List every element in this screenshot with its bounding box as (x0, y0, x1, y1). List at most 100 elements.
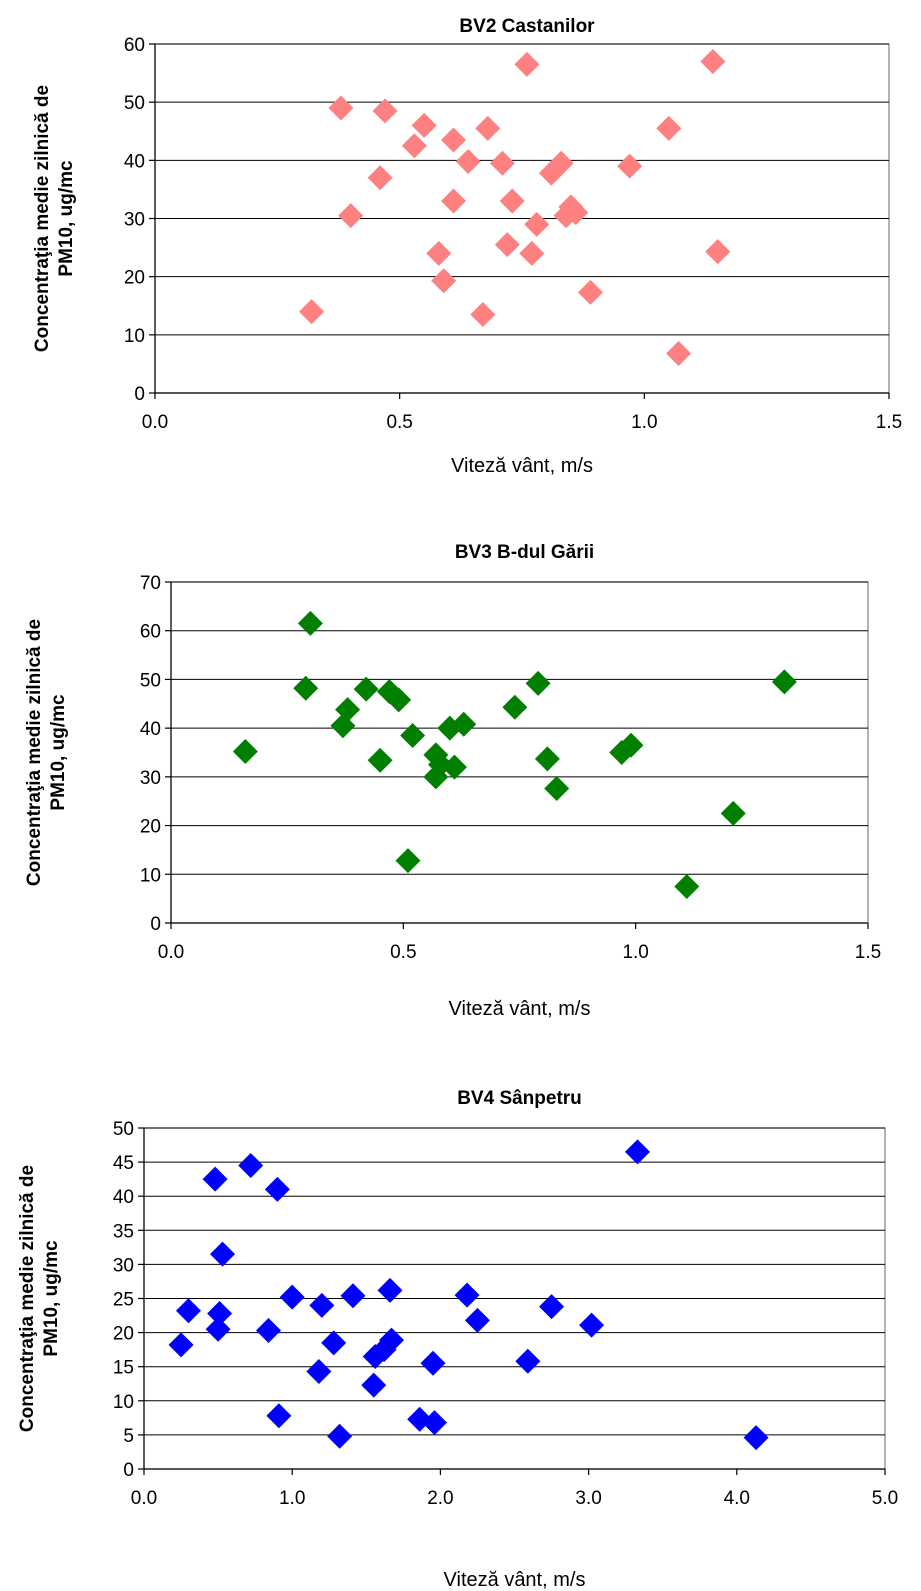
data-point (372, 98, 398, 124)
data-point (470, 301, 496, 327)
data-point (455, 148, 481, 174)
data-point (327, 1423, 353, 1449)
y-tick-label: 20 (140, 817, 161, 838)
y-tick-label: 70 (140, 573, 161, 594)
chart-2: 0 10 20 30 40 50 60 70 0.0 0.5 1.0 1.5 BV3 B-dul Găr… (24, 542, 881, 1020)
data-point (238, 1153, 264, 1179)
chart-title: BV2 Castanilor (459, 16, 595, 37)
plot-area (170, 581, 869, 924)
y-tick-label: 10 (140, 865, 161, 886)
data-point (548, 150, 574, 176)
y-axis-label-line1: Concentraţia medie zilnică de (17, 1165, 38, 1432)
x-axis-label: Viteză vânt, m/s (451, 455, 593, 477)
data-point (205, 1316, 231, 1342)
data-point (210, 1241, 236, 1267)
data-point (563, 200, 589, 226)
data-point (440, 188, 466, 214)
data-point (340, 1283, 366, 1309)
data-point (232, 739, 258, 765)
data-point (426, 240, 452, 266)
data-point (666, 340, 692, 366)
data-point (361, 1372, 387, 1398)
data-point (175, 1298, 201, 1324)
y-tick-label: 45 (113, 1153, 134, 1174)
data-point (579, 1312, 605, 1338)
data-point (421, 1410, 447, 1436)
data-point (464, 1307, 490, 1333)
data-point (534, 746, 560, 772)
data-point (411, 112, 437, 138)
y-tick-label: 40 (140, 719, 161, 740)
data-point (299, 299, 325, 325)
x-tick-label: 1.5 (876, 412, 902, 433)
data-point (328, 95, 354, 121)
data-point (401, 133, 427, 159)
chart-title: BV3 B-dul Gării (455, 542, 594, 563)
data-point (515, 1348, 541, 1374)
data-point (502, 694, 528, 720)
data-point (617, 153, 643, 179)
data-point (544, 776, 570, 802)
x-tick-label: 3.0 (575, 1488, 601, 1509)
x-tick-label: 1.0 (622, 942, 648, 963)
data-point (519, 240, 545, 266)
data-point (440, 127, 466, 153)
y-axis-label: Concentraţia medie zilnică de PM10, ug/mc (32, 85, 77, 352)
data-point (297, 610, 323, 636)
x-axis-label: Viteză vânt, m/s (444, 1569, 586, 1591)
chart-3: 0 5 10 15 20 25 30 35 40 45 50 0.0 1.0 2.0 3.0 4.0 5.0 BV… (17, 1088, 898, 1591)
y-tick-label: 35 (113, 1221, 134, 1242)
data-point (338, 203, 364, 229)
data-point (395, 848, 421, 874)
x-tick-label: 0.0 (142, 412, 168, 433)
data-point (656, 115, 682, 141)
x-tick-label: 0.5 (386, 412, 412, 433)
y-tick-label: 10 (113, 1392, 134, 1413)
x-axis-label: Viteză vânt, m/s (449, 998, 591, 1020)
data-point (539, 1294, 565, 1320)
chart-title: BV4 Sânpetru (457, 1088, 582, 1109)
data-point (625, 1139, 651, 1165)
y-tick-label: 30 (140, 768, 161, 789)
y-axis-label-line2: PM10, ug/mc (41, 1240, 62, 1357)
data-point (321, 1330, 347, 1356)
y-axis-label-line1: Concentraţia medie zilnică de (32, 85, 53, 352)
y-tick-label: 50 (124, 93, 145, 114)
data-point (266, 1403, 292, 1429)
data-point (441, 754, 467, 780)
y-tick-label: 20 (113, 1324, 134, 1345)
y-tick-label: 0 (150, 914, 161, 935)
y-tick-label: 50 (113, 1119, 134, 1140)
y-tick-label: 0 (134, 384, 145, 405)
y-tick-label: 10 (124, 326, 145, 347)
data-point (494, 232, 520, 258)
data-point (454, 1282, 480, 1308)
x-tick-label: 1.0 (279, 1488, 305, 1509)
data-point (264, 1176, 290, 1202)
y-tick-label: 30 (124, 210, 145, 231)
y-tick-label: 40 (113, 1187, 134, 1208)
data-point (309, 1292, 335, 1318)
y-axis-label-line1: Concentraţia medie zilnică de (24, 619, 45, 886)
y-axis-label-line2: PM10, ug/mc (48, 694, 69, 811)
x-tick-label: 0.0 (158, 942, 184, 963)
x-tick-label: 0.5 (390, 942, 416, 963)
data-point (420, 1350, 446, 1376)
y-tick-label: 30 (113, 1255, 134, 1276)
data-point (202, 1166, 228, 1192)
y-tick-label: 0 (123, 1460, 134, 1481)
data-point (207, 1301, 233, 1327)
x-tick-label: 1.0 (631, 412, 657, 433)
data-point (255, 1318, 281, 1344)
y-axis-label: Concentraţia medie zilnică de PM10, ug/mc (17, 1165, 62, 1432)
x-tick-label: 4.0 (724, 1488, 750, 1509)
data-point (743, 1425, 769, 1451)
x-tick-label: 0.0 (131, 1488, 157, 1509)
y-tick-label: 25 (113, 1290, 134, 1311)
y-tick-label: 20 (124, 268, 145, 289)
data-point (674, 873, 700, 899)
x-tick-label: 1.5 (855, 942, 881, 963)
data-point (378, 1327, 404, 1353)
data-point (293, 675, 319, 701)
